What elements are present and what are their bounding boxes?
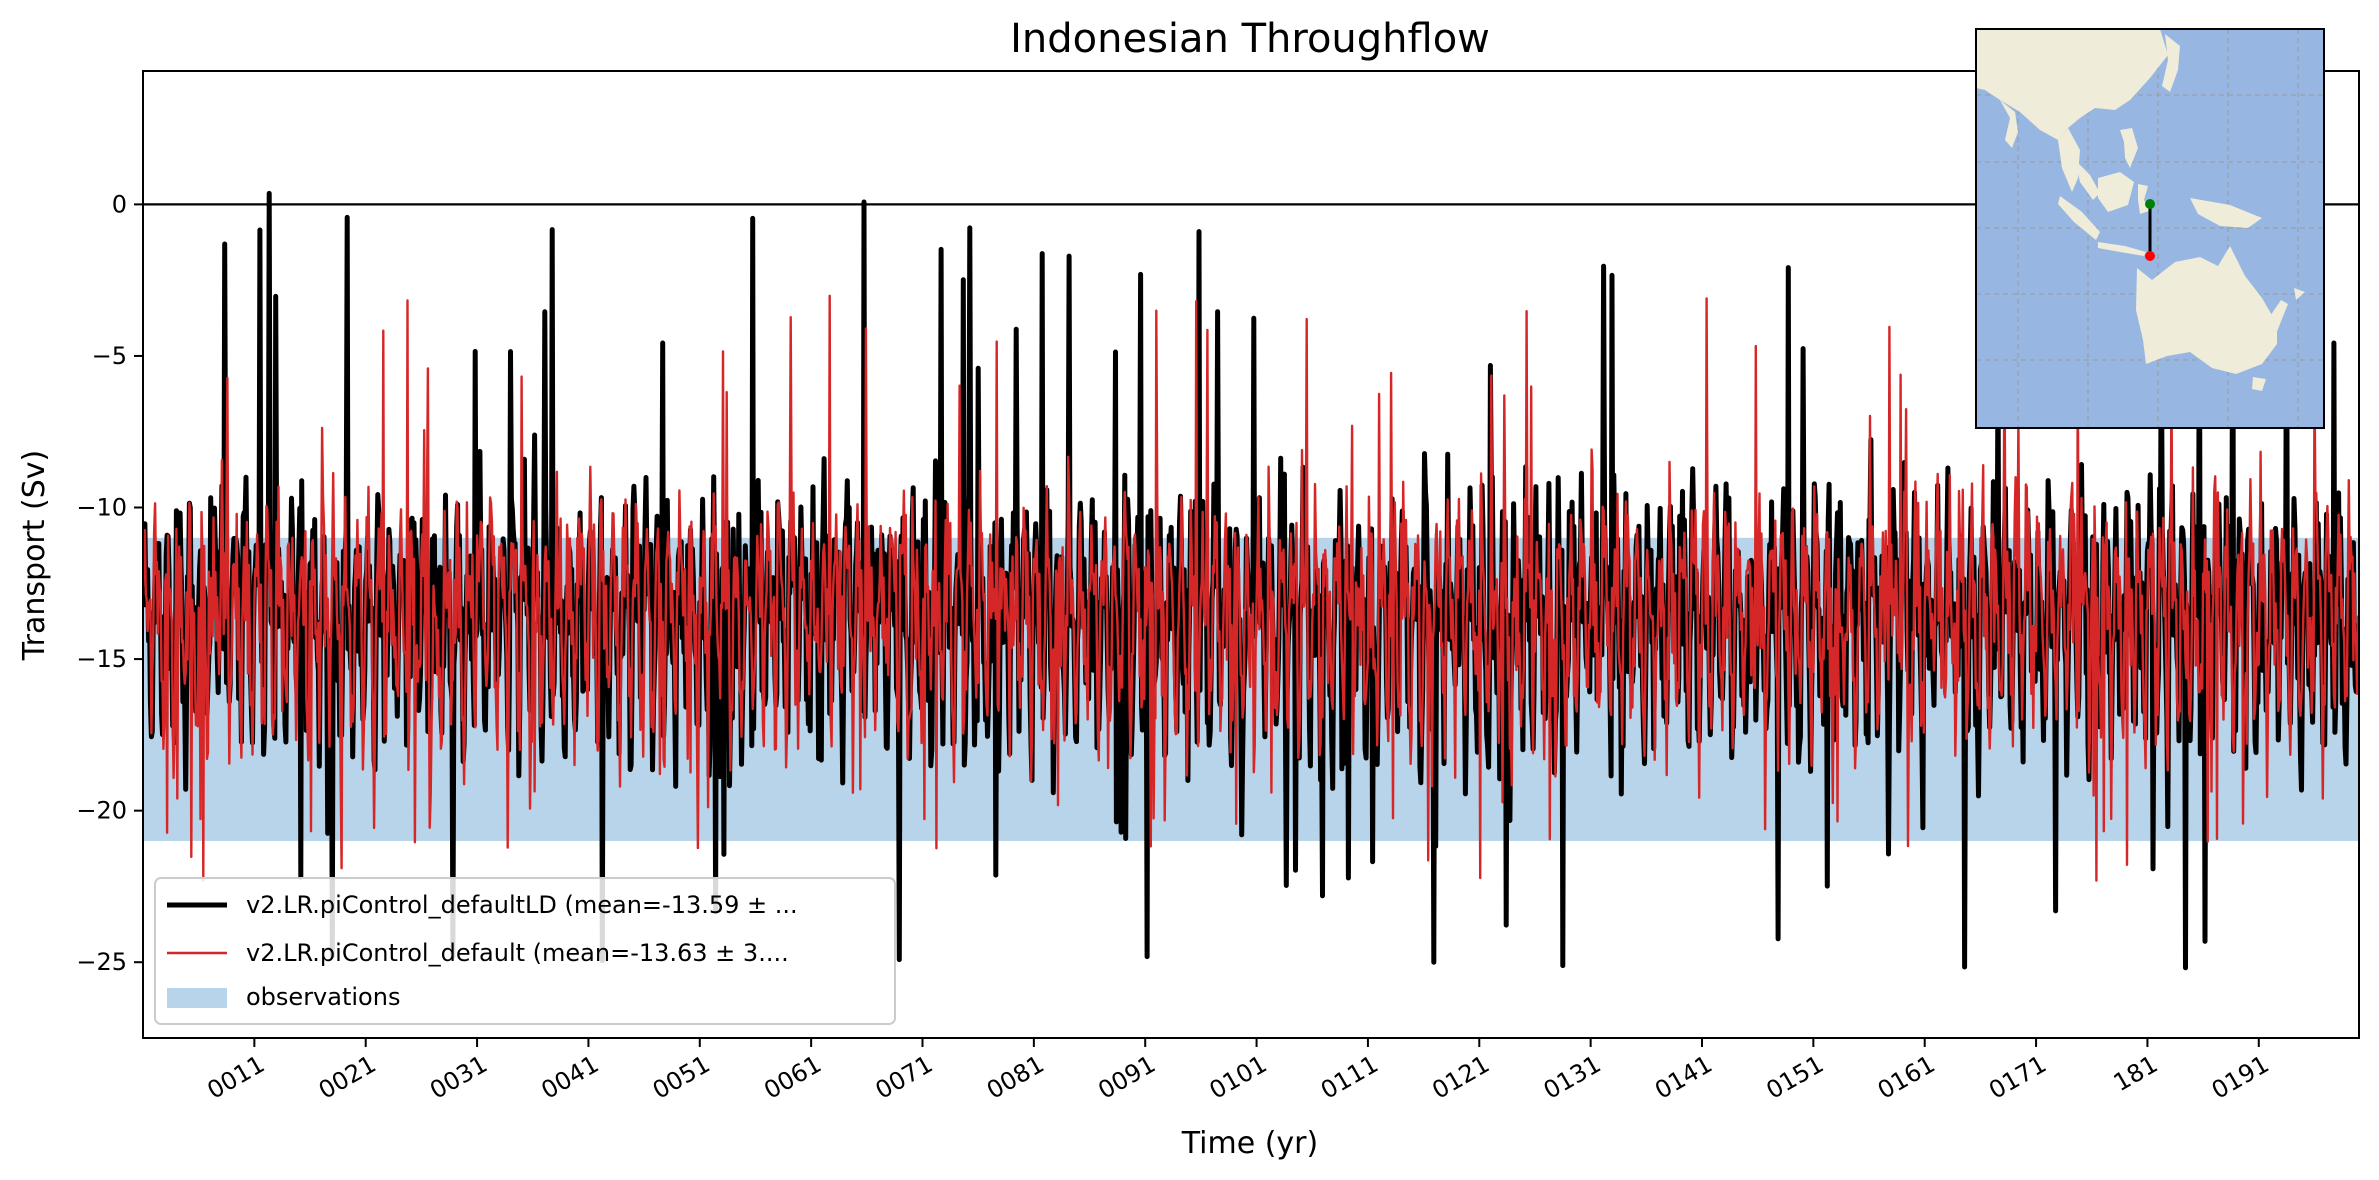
map-land-queensland-tip [2262, 300, 2288, 334]
y-tick-label: −5 [92, 342, 127, 370]
map-land-new-guinea [2190, 198, 2262, 228]
x-tick-label: 0041 [537, 1050, 604, 1105]
plot-frame [142, 70, 2360, 1039]
inset-map-frame [1975, 28, 2325, 429]
x-axis: 0011 0021 0031 0041 0051 0061 0071 0081 0091 0101… [202, 1038, 2274, 1105]
map-land-indochina [2058, 128, 2080, 192]
legend-label-observations: observations [246, 983, 400, 1011]
series-layer [143, 190, 2359, 971]
x-axis-title: Time (yr) [1181, 1126, 1318, 1161]
x-tick-label: 0071 [871, 1050, 938, 1105]
x-tick-label: 0171 [1984, 1050, 2051, 1105]
map-land-borneo [2098, 172, 2134, 212]
legend-label-default: v2.LR.piControl_default (mean=-13.63 ± 3… [246, 939, 789, 967]
series-line-default [143, 294, 2359, 882]
x-tick-label: 0051 [648, 1050, 715, 1105]
legend-box [154, 877, 896, 1025]
x-tick-label: 0081 [982, 1050, 1049, 1105]
y-tick-label: −25 [76, 948, 127, 976]
map-land-new-caledonia [2294, 288, 2305, 300]
map-land-java [2098, 242, 2146, 256]
transect-start-marker [2145, 199, 2155, 209]
x-tick-label: 181 [2109, 1050, 2163, 1097]
x-tick-label: 0021 [314, 1050, 381, 1105]
x-tick-label: 0031 [425, 1050, 492, 1105]
y-axis-title: Transport (Sv) [17, 450, 52, 662]
legend: v2.LR.piControl_defaultLD (mean=-13.59 ±… [154, 877, 896, 1025]
map-land-japan [2162, 34, 2180, 92]
y-tick-label: 0 [112, 190, 127, 218]
map-land-sumatra [2058, 196, 2100, 240]
transect-end-marker [2145, 251, 2155, 261]
y-tick-label: −10 [76, 494, 127, 522]
x-tick-label: 0011 [202, 1050, 269, 1105]
map-land-tasmania [2252, 377, 2266, 391]
y-tick-label: −20 [76, 797, 127, 825]
x-tick-label: 0061 [759, 1050, 826, 1105]
x-tick-label: 0101 [1205, 1050, 1272, 1105]
map-land-asia [1976, 29, 2168, 140]
map-land-taiwan [2108, 92, 2126, 104]
y-tick-label: −15 [76, 645, 127, 673]
map-land-philippines [2120, 128, 2138, 168]
inset-map [1975, 28, 2325, 429]
legend-swatch-observations [167, 988, 227, 1008]
x-tick-label: 0161 [1873, 1050, 1940, 1105]
y-axis: 0 −5 −10 −15 −20 −25 [76, 190, 143, 976]
x-tick-label: 0121 [1427, 1050, 1494, 1105]
map-land-malaysia [2075, 160, 2100, 200]
x-tick-label: 0141 [1650, 1050, 1717, 1105]
legend-label-defaultLD: v2.LR.piControl_defaultLD (mean=-13.59 ±… [246, 891, 798, 919]
map-land-india [2000, 100, 2018, 148]
x-tick-label: 0111 [1316, 1050, 1383, 1105]
x-tick-label: 0191 [2207, 1050, 2274, 1105]
x-tick-label: 0131 [1539, 1050, 1606, 1105]
map-land [1976, 29, 2305, 391]
x-tick-label: 0151 [1761, 1050, 1828, 1105]
chart-title: Indonesian Throughflow [1010, 16, 1490, 62]
x-tick-label: 0091 [1093, 1050, 1160, 1105]
map-land-australia [2136, 246, 2277, 374]
